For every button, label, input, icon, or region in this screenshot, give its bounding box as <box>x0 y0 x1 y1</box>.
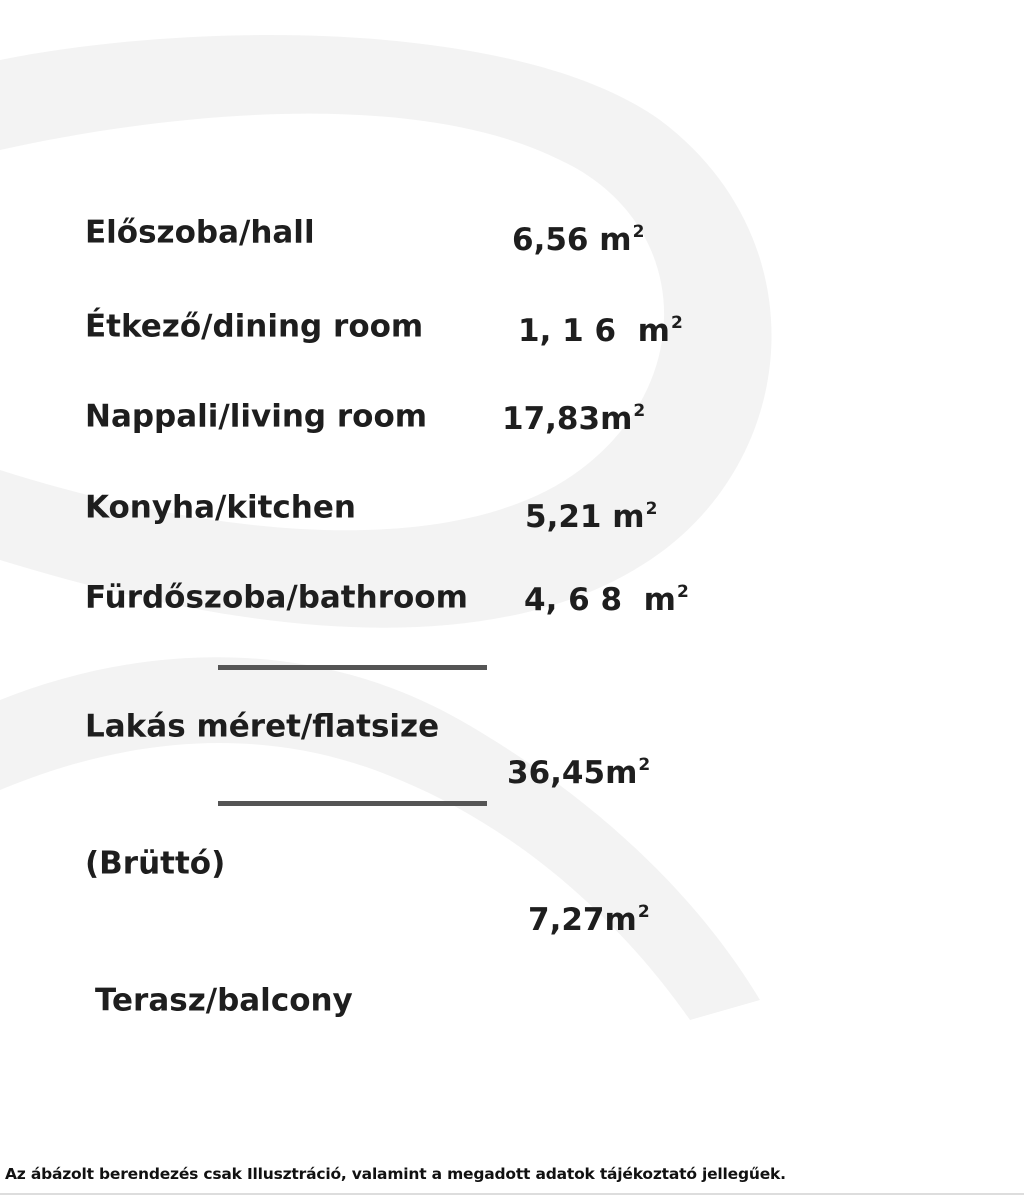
total-label: Lakás méret/flatsize <box>85 708 440 745</box>
gross-label: (Brüttó) <box>85 845 226 882</box>
room-label-bathroom: Fürdőszoba/bathroom <box>85 579 468 616</box>
room-label-dining: Étkező/dining room <box>85 308 424 345</box>
room-label-living: Nappali/living room <box>85 398 428 435</box>
room-label-hall: Előszoba/hall <box>85 214 315 251</box>
divider-top <box>218 665 487 670</box>
room-area-hall: 6,56 m2 <box>512 222 645 258</box>
divider-bottom <box>218 801 487 806</box>
balcony-label: Terasz/balcony <box>95 982 353 1019</box>
room-area-living: 17,83m2 <box>502 401 646 437</box>
footer-divider <box>0 1193 1024 1195</box>
room-area-kitchen: 5,21 m2 <box>525 499 658 535</box>
room-area-dining: 1, 1 6 m2 <box>518 313 683 349</box>
room-label-kitchen: Konyha/kitchen <box>85 489 356 526</box>
disclaimer-footer: Az ábázolt berendezés csak Illusztráció,… <box>5 1165 786 1183</box>
room-area-bathroom: 4, 6 8 m2 <box>524 582 689 618</box>
balcony-area: 7,27m2 <box>528 902 650 938</box>
total-area: 36,45m2 <box>507 755 651 791</box>
